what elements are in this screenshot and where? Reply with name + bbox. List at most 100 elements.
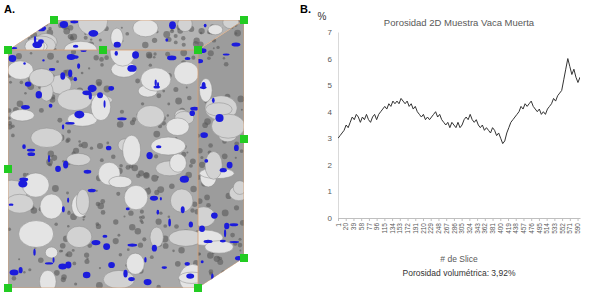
tick: 172 (404, 218, 411, 234)
tick-label: 571 (566, 223, 573, 234)
texture (73, 148, 79, 154)
texture (82, 219, 84, 221)
texture (96, 79, 102, 85)
tick-label: 248 (435, 223, 442, 234)
tick-mark (369, 218, 370, 221)
texture (234, 205, 239, 210)
pore (224, 223, 229, 230)
texture (150, 255, 154, 259)
pore (45, 262, 53, 264)
tick-label: 457 (520, 223, 527, 234)
texture (9, 81, 12, 84)
pore (89, 30, 99, 37)
pore (60, 72, 65, 79)
tick-label: 229 (427, 223, 434, 234)
tick-label: 39 (350, 223, 357, 231)
tick-label: 77 (365, 223, 372, 231)
data-line (338, 59, 580, 144)
pore (104, 100, 106, 108)
texture (84, 259, 89, 264)
pore (38, 39, 44, 44)
tick-mark (500, 218, 501, 221)
texture (48, 27, 51, 30)
tick: 514 (543, 218, 550, 234)
texture (142, 237, 146, 241)
pore (67, 198, 69, 203)
pore (23, 62, 26, 64)
pore (212, 98, 215, 103)
tick: 96 (373, 218, 380, 230)
tick-label: 6 (328, 55, 333, 64)
tick: 381 (489, 218, 496, 234)
figure: A.B.Porosidad 2D Muestra Vaca Muerta%012… (0, 0, 589, 297)
texture (151, 175, 158, 182)
grain (151, 137, 186, 155)
texture (174, 224, 179, 229)
texture (123, 215, 125, 217)
tick-mark (377, 218, 378, 221)
texture (141, 102, 144, 105)
texture (54, 222, 58, 226)
pore (72, 55, 78, 59)
pore (70, 20, 78, 23)
tick-mark (554, 218, 555, 221)
pore (97, 92, 103, 98)
pore (220, 168, 227, 172)
grain (103, 270, 134, 288)
texture (18, 258, 20, 260)
pore (108, 86, 114, 91)
texture (207, 252, 214, 259)
tick: 1 (335, 218, 342, 227)
grain (211, 114, 244, 138)
pore (127, 65, 136, 72)
face-edge (198, 20, 244, 288)
pore (230, 223, 239, 226)
pore (146, 152, 152, 159)
texture (66, 251, 72, 257)
texture (146, 52, 152, 58)
texture (173, 87, 178, 92)
texture (97, 143, 103, 149)
tick: 267 (443, 218, 450, 234)
texture (135, 228, 141, 234)
tick: 324 (466, 218, 473, 234)
tick: 3 (328, 134, 338, 143)
grain (26, 36, 56, 54)
tick: 191 (412, 218, 419, 234)
texture (208, 50, 214, 56)
texture (90, 147, 93, 150)
tick-label: 552 (559, 223, 566, 234)
tick-mark (562, 218, 563, 221)
grain (137, 105, 165, 127)
texture (197, 198, 203, 204)
tick-label: 2 (328, 161, 333, 170)
texture (230, 266, 237, 273)
tick-label: 305 (458, 223, 465, 234)
texture (175, 98, 182, 105)
tick-label: 438 (512, 223, 519, 234)
texture (222, 154, 228, 160)
texture (81, 72, 84, 75)
texture (204, 118, 211, 125)
grain (174, 62, 199, 85)
grain (208, 25, 223, 35)
texture (229, 269, 234, 274)
chart-title: Porosidad 2D Muestra Vaca Muerta (384, 17, 535, 28)
tick: 210 (420, 218, 427, 234)
pore (156, 145, 161, 148)
texture (141, 221, 144, 224)
grain (109, 176, 132, 188)
pore (84, 170, 92, 174)
tick-label: 343 (474, 223, 481, 234)
annotation: Porosidad volumétrica: 3,92% (403, 268, 516, 278)
tick-mark (516, 218, 517, 221)
texture (154, 154, 158, 158)
texture (78, 140, 81, 143)
texture (200, 32, 203, 35)
texture (20, 81, 24, 85)
texture (153, 52, 156, 55)
pore (196, 59, 203, 63)
tick: 115 (381, 218, 388, 233)
pore (91, 240, 100, 245)
texture (204, 195, 210, 201)
